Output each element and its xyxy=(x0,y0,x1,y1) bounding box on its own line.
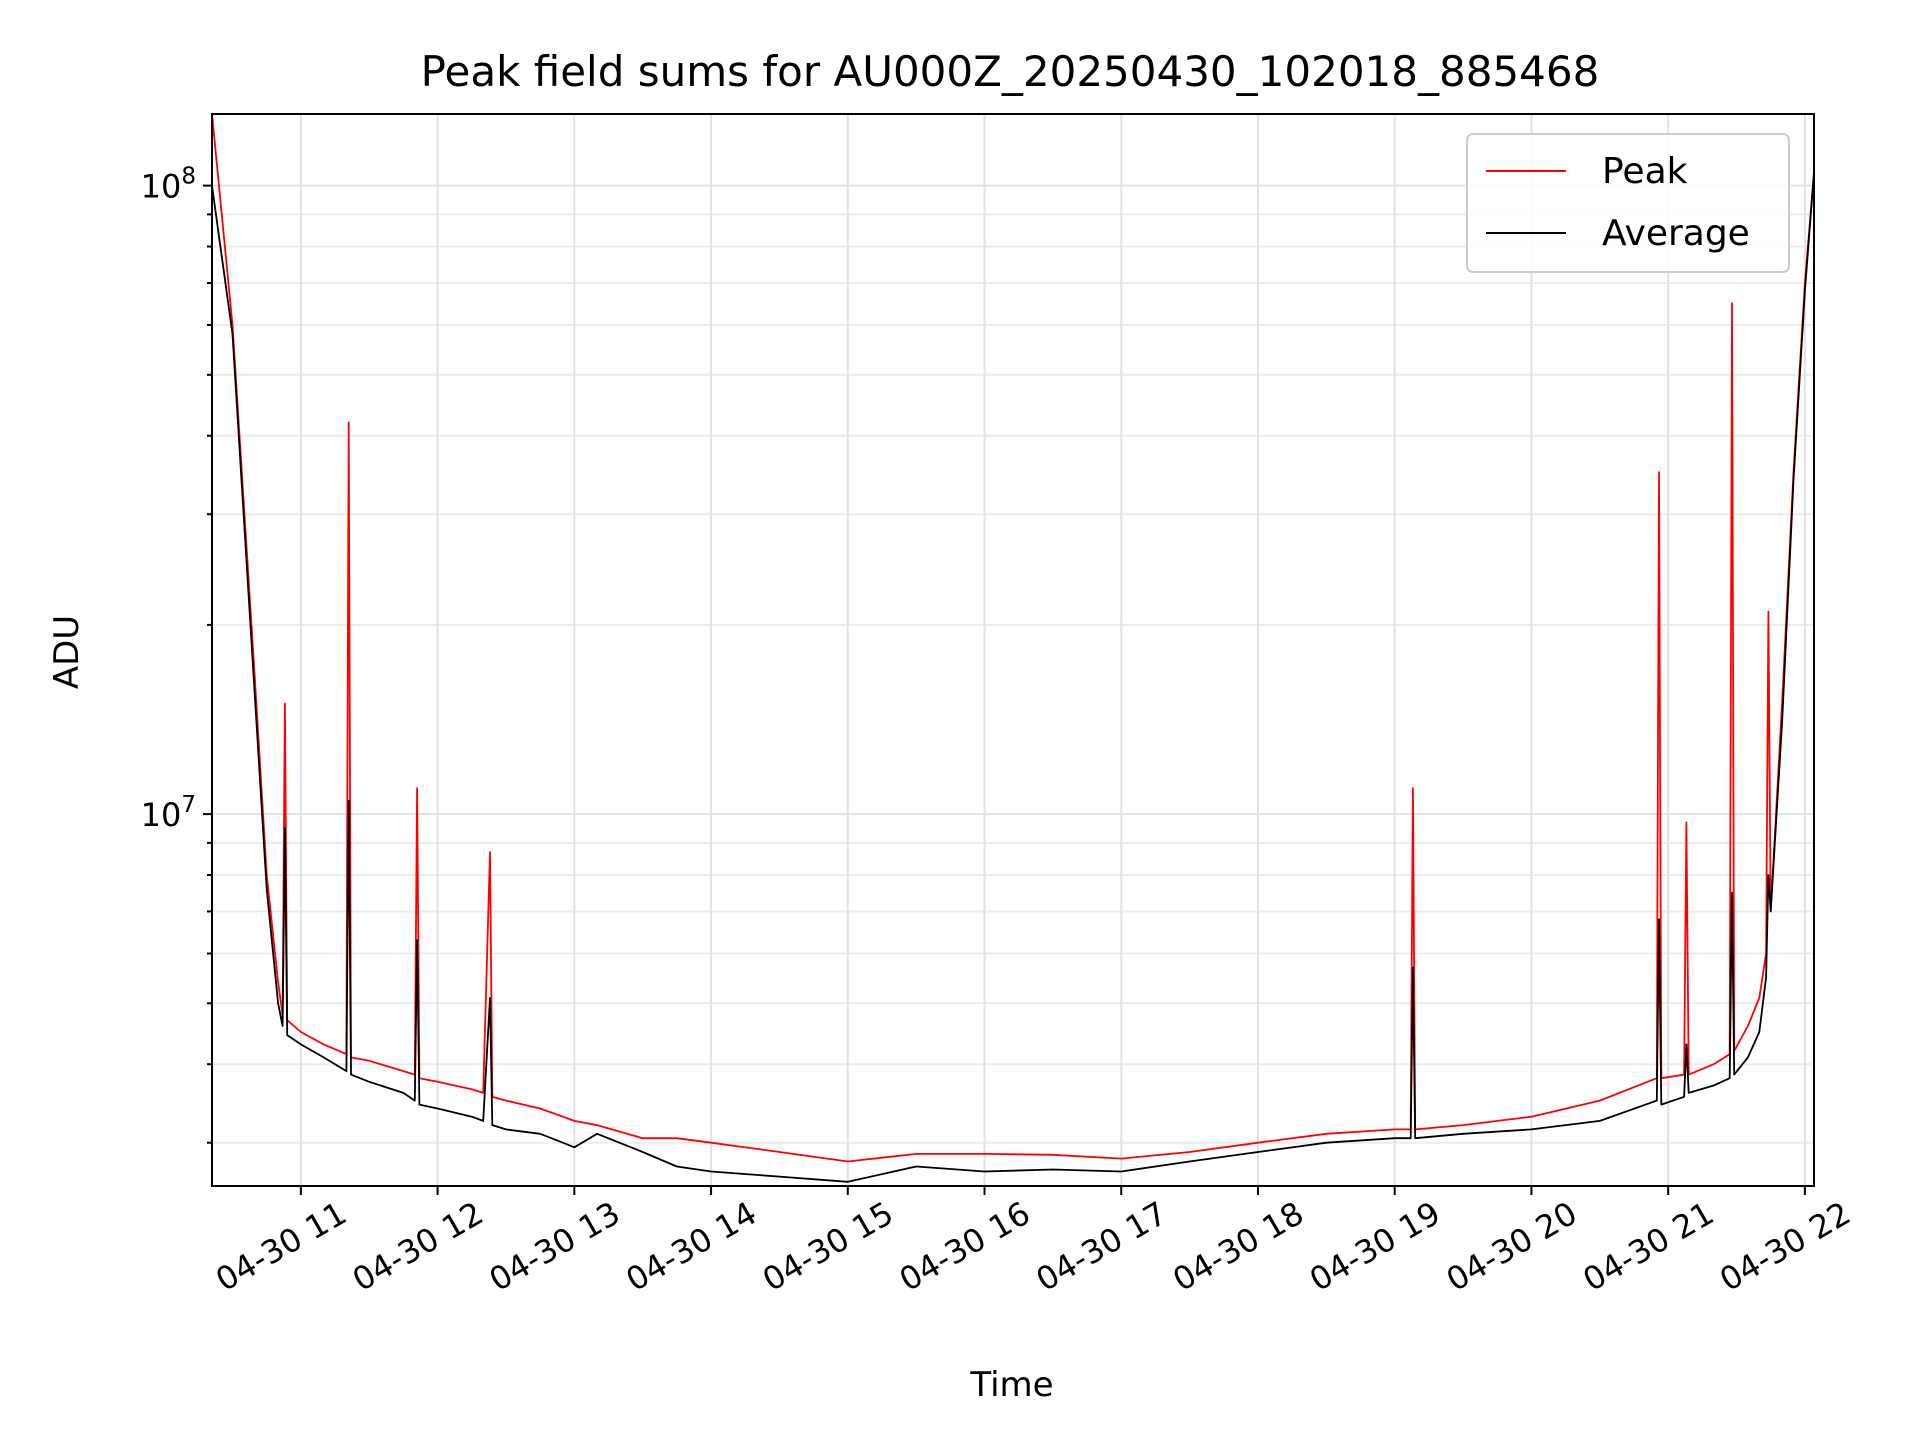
y-axis-ticks: 108 107 xyxy=(141,164,212,1144)
legend: Peak Average xyxy=(1466,133,1790,273)
x-tick-label: 04-30 17 xyxy=(1030,1194,1174,1299)
y-tick-label: 108 xyxy=(141,164,196,206)
series-line-average xyxy=(211,172,1815,1183)
legend-box xyxy=(1466,133,1790,273)
x-tick-label: 04-30 13 xyxy=(483,1194,627,1299)
x-tick-label: 04-30 16 xyxy=(893,1194,1037,1299)
x-tick-label: 04-30 14 xyxy=(619,1194,763,1299)
x-tick-label: 04-30 22 xyxy=(1713,1194,1857,1299)
x-tick-label: 04-30 21 xyxy=(1577,1194,1721,1299)
legend-label-peak: Peak xyxy=(1602,151,1688,192)
x-tick-label: 04-30 18 xyxy=(1166,1194,1310,1299)
x-tick-label: 04-30 20 xyxy=(1440,1194,1584,1299)
plot-frame xyxy=(211,113,1815,1187)
legend-label-average: Average xyxy=(1602,213,1750,254)
series-layer xyxy=(211,113,1815,1183)
series-line-peak xyxy=(211,113,1815,1163)
x-tick-label: 04-30 11 xyxy=(209,1194,353,1299)
x-tick-label: 04-30 15 xyxy=(756,1194,900,1299)
chart-title: Peak field sums for AU000Z_20250430_1020… xyxy=(421,47,1600,96)
x-axis-label: Time xyxy=(969,1365,1053,1405)
grid xyxy=(212,114,1814,1186)
y-tick-label: 107 xyxy=(141,792,196,834)
x-tick-label: 04-30 12 xyxy=(346,1194,490,1299)
y-axis-label: ADU xyxy=(47,615,87,689)
x-tick-label: 04-30 19 xyxy=(1303,1194,1447,1299)
